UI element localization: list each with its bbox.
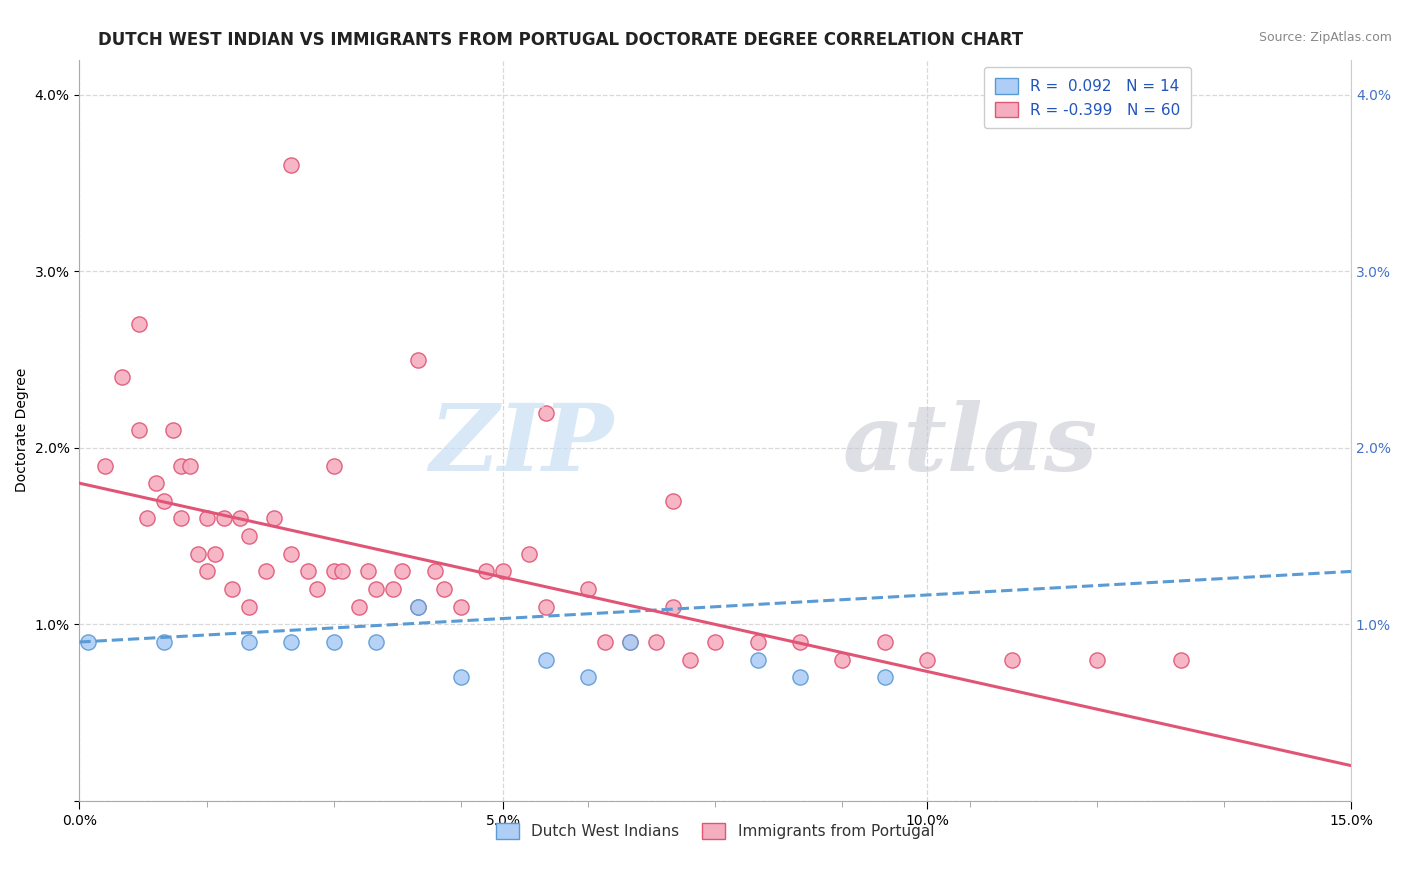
Point bbox=[873, 670, 896, 684]
Point bbox=[391, 565, 413, 579]
Point bbox=[704, 635, 727, 649]
Point bbox=[873, 635, 896, 649]
Point bbox=[747, 653, 769, 667]
Point bbox=[593, 635, 616, 649]
Point bbox=[644, 635, 666, 649]
Point bbox=[1170, 653, 1192, 667]
Point bbox=[280, 635, 302, 649]
Point bbox=[238, 635, 260, 649]
Point bbox=[305, 582, 328, 596]
Point bbox=[128, 318, 150, 332]
Point bbox=[280, 159, 302, 173]
Point bbox=[366, 582, 388, 596]
Point bbox=[238, 529, 260, 543]
Point bbox=[280, 547, 302, 561]
Point bbox=[263, 511, 285, 525]
Point bbox=[425, 565, 447, 579]
Point bbox=[576, 582, 599, 596]
Text: ZIP: ZIP bbox=[429, 401, 613, 490]
Text: atlas: atlas bbox=[842, 401, 1098, 490]
Point bbox=[534, 599, 557, 614]
Point bbox=[475, 565, 498, 579]
Point bbox=[153, 493, 176, 508]
Point bbox=[204, 547, 226, 561]
Point bbox=[450, 599, 472, 614]
Point bbox=[229, 511, 252, 525]
Point bbox=[94, 458, 117, 473]
Point bbox=[170, 458, 193, 473]
Point bbox=[534, 406, 557, 420]
Point bbox=[1001, 653, 1024, 667]
Point bbox=[77, 635, 100, 649]
Point bbox=[662, 493, 685, 508]
Point bbox=[170, 511, 193, 525]
Text: Source: ZipAtlas.com: Source: ZipAtlas.com bbox=[1258, 31, 1392, 45]
Text: DUTCH WEST INDIAN VS IMMIGRANTS FROM PORTUGAL DOCTORATE DEGREE CORRELATION CHART: DUTCH WEST INDIAN VS IMMIGRANTS FROM POR… bbox=[98, 31, 1024, 49]
Point bbox=[492, 565, 515, 579]
Point bbox=[128, 423, 150, 437]
Point bbox=[619, 635, 641, 649]
Point bbox=[747, 635, 769, 649]
Point bbox=[136, 511, 159, 525]
Point bbox=[433, 582, 456, 596]
Point bbox=[408, 599, 430, 614]
Point bbox=[179, 458, 201, 473]
Point bbox=[195, 511, 218, 525]
Point bbox=[789, 635, 811, 649]
Point bbox=[254, 565, 277, 579]
Point bbox=[366, 635, 388, 649]
Point bbox=[408, 599, 430, 614]
Point bbox=[162, 423, 184, 437]
Point bbox=[153, 635, 176, 649]
Legend: Dutch West Indians, Immigrants from Portugal: Dutch West Indians, Immigrants from Port… bbox=[491, 817, 941, 845]
Point bbox=[915, 653, 938, 667]
Point bbox=[322, 635, 344, 649]
Point bbox=[297, 565, 319, 579]
Point bbox=[382, 582, 405, 596]
Point bbox=[145, 476, 167, 491]
Point bbox=[195, 565, 218, 579]
Point bbox=[322, 565, 344, 579]
Point bbox=[789, 670, 811, 684]
Point bbox=[679, 653, 702, 667]
Point bbox=[212, 511, 235, 525]
Point bbox=[619, 635, 641, 649]
Point bbox=[347, 599, 370, 614]
Point bbox=[221, 582, 243, 596]
Point bbox=[111, 370, 134, 384]
Point bbox=[450, 670, 472, 684]
Point bbox=[238, 599, 260, 614]
Point bbox=[534, 653, 557, 667]
Point bbox=[576, 670, 599, 684]
Y-axis label: Doctorate Degree: Doctorate Degree bbox=[15, 368, 30, 492]
Point bbox=[517, 547, 540, 561]
Point bbox=[831, 653, 853, 667]
Point bbox=[322, 458, 344, 473]
Point bbox=[662, 599, 685, 614]
Point bbox=[330, 565, 353, 579]
Point bbox=[356, 565, 378, 579]
Point bbox=[408, 352, 430, 367]
Point bbox=[187, 547, 209, 561]
Point bbox=[1085, 653, 1108, 667]
